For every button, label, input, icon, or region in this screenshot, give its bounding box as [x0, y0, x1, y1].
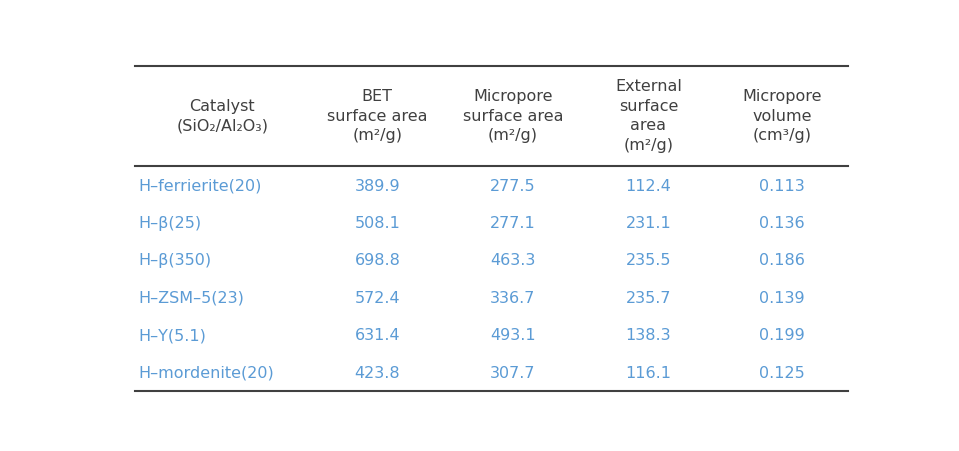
Text: 508.1: 508.1: [355, 216, 400, 230]
Text: 493.1: 493.1: [490, 327, 536, 342]
Text: H–ZSM–5(23): H–ZSM–5(23): [138, 290, 245, 305]
Text: H–ferrierite(20): H–ferrierite(20): [138, 178, 262, 193]
Text: 423.8: 423.8: [355, 365, 400, 380]
Text: 631.4: 631.4: [355, 327, 400, 342]
Text: 0.113: 0.113: [760, 178, 806, 193]
Text: 138.3: 138.3: [625, 327, 671, 342]
Text: 389.9: 389.9: [355, 178, 400, 193]
Text: 0.199: 0.199: [760, 327, 806, 342]
Text: 112.4: 112.4: [625, 178, 671, 193]
Text: 0.139: 0.139: [760, 290, 805, 305]
Text: Catalyst
(SiO₂/Al₂O₃): Catalyst (SiO₂/Al₂O₃): [176, 98, 269, 133]
Text: 463.3: 463.3: [490, 253, 535, 268]
Text: 0.186: 0.186: [760, 253, 806, 268]
Text: 235.5: 235.5: [625, 253, 671, 268]
Text: H–β(350): H–β(350): [138, 253, 212, 268]
Text: External
surface
area
(m²/g): External surface area (m²/g): [615, 78, 682, 153]
Text: 0.125: 0.125: [760, 365, 806, 380]
Text: 235.7: 235.7: [625, 290, 671, 305]
Text: 0.136: 0.136: [760, 216, 805, 230]
Text: Micropore
volume
(cm³/g): Micropore volume (cm³/g): [742, 88, 822, 143]
Text: 336.7: 336.7: [490, 290, 535, 305]
Text: 116.1: 116.1: [625, 365, 671, 380]
Text: H–Y(5.1): H–Y(5.1): [138, 327, 206, 342]
Text: 231.1: 231.1: [625, 216, 671, 230]
Text: BET
surface area
(m²/g): BET surface area (m²/g): [327, 88, 428, 143]
Text: 307.7: 307.7: [490, 365, 536, 380]
Text: H–mordenite(20): H–mordenite(20): [138, 365, 274, 380]
Text: 572.4: 572.4: [355, 290, 400, 305]
Text: Micropore
surface area
(m²/g): Micropore surface area (m²/g): [462, 88, 563, 143]
Text: 277.5: 277.5: [490, 178, 536, 193]
Text: H–β(25): H–β(25): [138, 216, 201, 230]
Text: 277.1: 277.1: [490, 216, 536, 230]
Text: 698.8: 698.8: [355, 253, 400, 268]
